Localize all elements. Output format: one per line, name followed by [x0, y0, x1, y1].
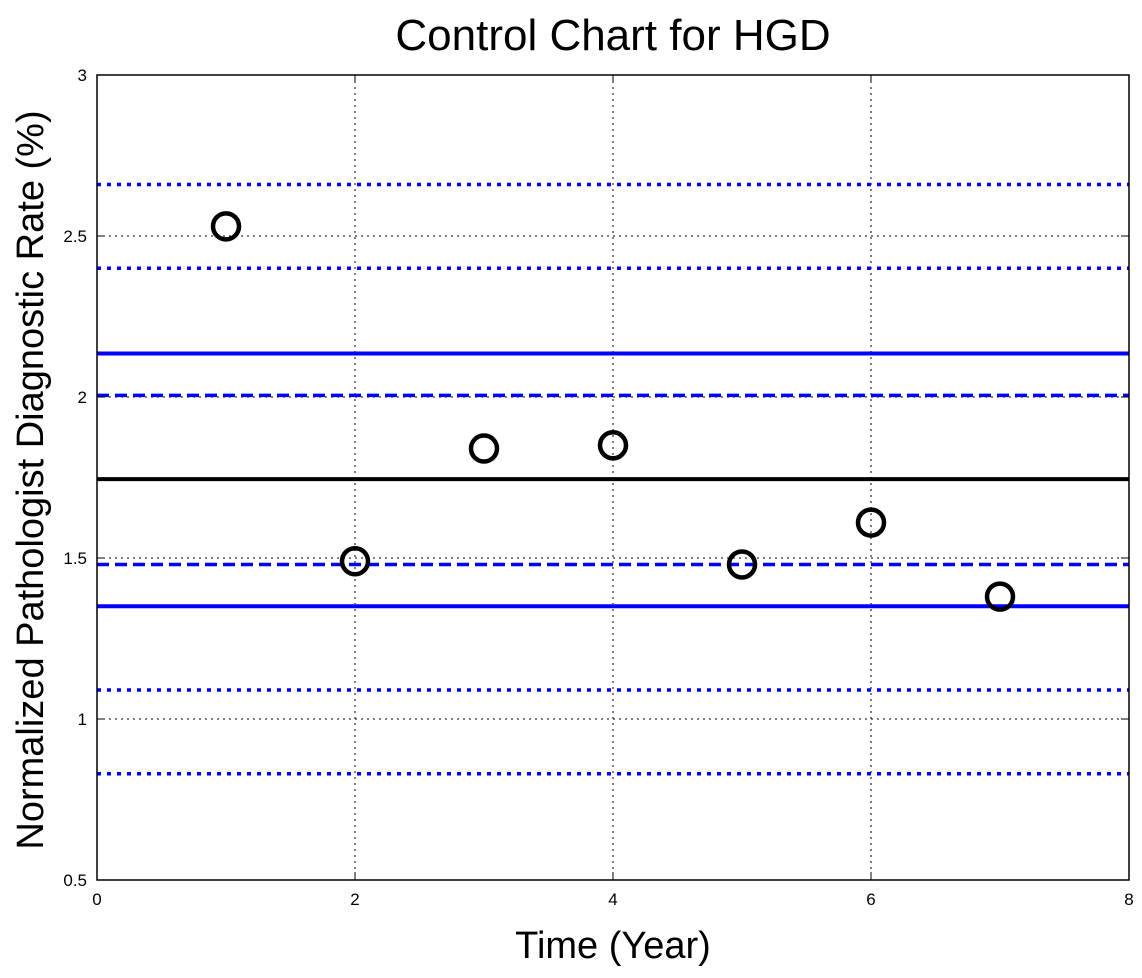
- x-tick-label: 6: [866, 890, 875, 909]
- y-tick-label: 3: [78, 66, 87, 85]
- y-tick-label: 0.5: [63, 871, 87, 890]
- y-axis-label: Normalized Pathologist Diagnostic Rate (…: [10, 110, 52, 849]
- y-tick-label: 2: [78, 388, 87, 407]
- x-tick-label: 0: [92, 890, 101, 909]
- data-point: [597, 430, 629, 461]
- data-point: [984, 581, 1016, 612]
- y-tick-label: 2.5: [63, 227, 87, 246]
- data-point: [339, 545, 371, 577]
- x-axis-label: Time (Year): [515, 925, 711, 967]
- y-tick-label: 1.5: [63, 549, 87, 568]
- data-point: [468, 433, 500, 464]
- data-point: [726, 549, 758, 580]
- y-tick-label: 1: [78, 710, 87, 729]
- data-point: [855, 507, 887, 538]
- chart-title: Control Chart for HGD: [395, 11, 830, 60]
- data-point: [210, 211, 242, 242]
- x-tick-label: 2: [350, 890, 359, 909]
- x-tick-label: 4: [608, 890, 617, 909]
- x-tick-label: 8: [1124, 890, 1133, 909]
